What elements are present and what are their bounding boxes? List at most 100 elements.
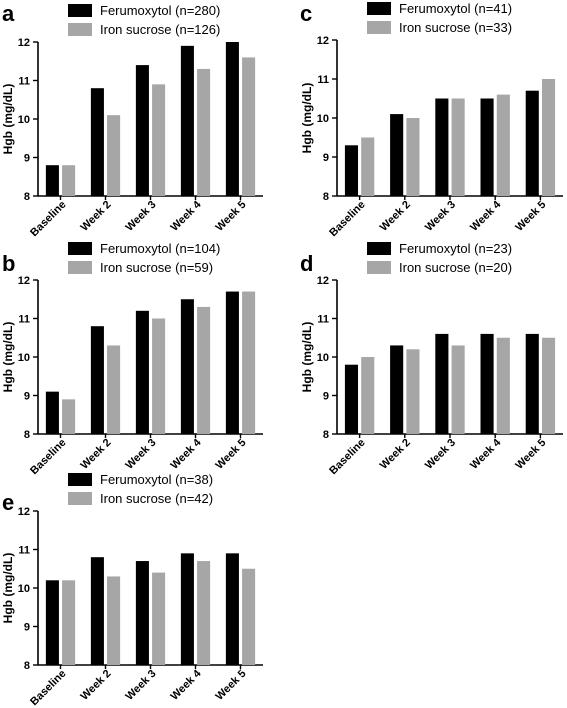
bar-iron-sucrose <box>107 115 121 196</box>
y-tick-label: 9 <box>24 153 30 165</box>
y-axis-label: Hgb (mg/dL) <box>300 83 314 154</box>
bar-iron-sucrose <box>406 118 420 196</box>
y-tick-label: 11 <box>18 76 30 88</box>
x-tick-label: Week 2 <box>78 199 113 234</box>
bar-iron-sucrose <box>541 337 556 434</box>
legend-swatch-ferumoxytol <box>367 242 391 255</box>
y-tick-label: 10 <box>317 113 329 125</box>
bar-iron-sucrose <box>152 84 166 196</box>
bar-iron-sucrose <box>541 79 556 196</box>
y-tick-label: 8 <box>24 660 30 672</box>
panel-letter: d <box>300 251 313 276</box>
bar-iron-sucrose <box>197 306 211 434</box>
panel-letter: b <box>2 251 15 276</box>
bar-iron-sucrose <box>361 137 375 196</box>
x-tick-label: Week 3 <box>123 437 158 472</box>
legend-label: Iron sucrose (n=42) <box>100 491 213 506</box>
bar-iron-sucrose <box>107 576 121 665</box>
bar-iron-sucrose <box>197 68 211 196</box>
y-axis-label: Hgb (mg/dL) <box>1 84 15 155</box>
chart-panel-c: c 8 9 10 11 12 Hgb (mg/dL) Baseline Week 2 Week 3… <box>300 1 563 239</box>
bar-iron-sucrose <box>242 57 256 197</box>
y-tick-label: 12 <box>317 275 329 287</box>
y-tick-label: 8 <box>323 191 329 203</box>
y-tick-label: 10 <box>18 114 30 126</box>
x-tick-label: Week 2 <box>378 437 413 472</box>
bar-iron-sucrose <box>107 345 121 434</box>
chart-panel-a: a 8 9 10 11 12 Hgb (mg/dL) Baseline Week 2 Week 3… <box>1 1 263 239</box>
x-tick-label: Week 4 <box>168 198 204 234</box>
y-tick-label: 10 <box>317 352 329 364</box>
bar-iron-sucrose <box>451 98 465 196</box>
bar-ferumoxytol <box>180 299 194 434</box>
x-tick-label: Week 2 <box>378 199 413 234</box>
bar-iron-sucrose <box>496 337 510 434</box>
y-axis-label: Hgb (mg/dL) <box>300 322 314 393</box>
bar-iron-sucrose <box>496 94 510 196</box>
bar-ferumoxytol <box>135 310 149 434</box>
bar-iron-sucrose <box>152 572 166 665</box>
bar-iron-sucrose <box>62 165 76 196</box>
y-axis-label: Hgb (mg/dL) <box>1 553 15 624</box>
x-tick-label: Week 2 <box>78 668 113 703</box>
y-tick-label: 9 <box>323 391 329 403</box>
legend-swatch-iron-sucrose <box>68 261 92 274</box>
y-tick-label: 12 <box>18 37 30 49</box>
bar-ferumoxytol <box>225 553 239 665</box>
bar-iron-sucrose <box>62 580 76 665</box>
legend-swatch-iron-sucrose <box>367 261 391 274</box>
x-tick-label: Baseline <box>327 437 367 477</box>
bar-ferumoxytol <box>90 326 104 434</box>
y-tick-label: 8 <box>24 191 30 203</box>
bar-ferumoxytol <box>435 333 449 434</box>
y-tick-label: 11 <box>317 314 329 326</box>
y-tick-label: 11 <box>18 314 30 326</box>
legend-label: Iron sucrose (n=59) <box>100 260 213 275</box>
legend-label: Ferumoxytol (n=280) <box>100 3 220 18</box>
x-tick-label: Week 5 <box>513 199 548 234</box>
bar-ferumoxytol <box>435 98 449 196</box>
legend-label: Iron sucrose (n=33) <box>399 20 512 35</box>
bar-ferumoxytol <box>390 345 404 434</box>
y-tick-label: 12 <box>317 35 329 47</box>
legend-swatch-iron-sucrose <box>68 492 92 505</box>
bar-ferumoxytol <box>344 145 359 196</box>
bar-ferumoxytol <box>180 553 194 665</box>
bar-iron-sucrose <box>242 568 256 665</box>
x-tick-label: Week 5 <box>213 668 248 703</box>
x-tick-label: Week 5 <box>213 437 248 472</box>
x-tick-label: Week 3 <box>423 437 458 472</box>
x-tick-label: Week 3 <box>423 199 458 234</box>
x-tick-label: Baseline <box>28 199 68 239</box>
bar-ferumoxytol <box>135 561 149 665</box>
x-tick-label: Baseline <box>28 437 68 477</box>
panel-letter: e <box>2 490 14 515</box>
panel-letter: c <box>300 1 312 26</box>
y-tick-label: 8 <box>24 429 30 441</box>
bar-iron-sucrose <box>62 399 76 434</box>
bar-ferumoxytol <box>480 98 494 196</box>
legend-label: Ferumoxytol (n=104) <box>100 241 220 256</box>
bar-iron-sucrose <box>197 561 211 665</box>
legend-swatch-ferumoxytol <box>68 473 92 486</box>
legend-swatch-ferumoxytol <box>68 242 92 255</box>
bar-ferumoxytol <box>525 333 539 434</box>
legend-label: Ferumoxytol (n=38) <box>100 472 213 487</box>
legend-swatch-iron-sucrose <box>68 23 92 36</box>
y-tick-label: 9 <box>323 152 329 164</box>
y-tick-label: 8 <box>323 429 329 441</box>
legend-label: Ferumoxytol (n=41) <box>399 1 512 16</box>
x-tick-label: Week 5 <box>213 199 248 234</box>
chart-panel-b: b 8 9 10 11 12 Hgb (mg/dL) Baseline Week 2 Week 3… <box>1 241 263 477</box>
y-tick-label: 11 <box>317 74 329 86</box>
bar-ferumoxytol <box>390 114 404 196</box>
panel-letter: a <box>2 1 15 26</box>
x-tick-label: Week 4 <box>168 436 204 472</box>
bar-iron-sucrose <box>242 291 256 434</box>
y-tick-label: 10 <box>18 352 30 364</box>
bar-ferumoxytol <box>344 364 359 434</box>
x-tick-label: Week 3 <box>123 668 158 703</box>
legend-label: Iron sucrose (n=20) <box>399 260 512 275</box>
bar-ferumoxytol <box>480 333 494 434</box>
